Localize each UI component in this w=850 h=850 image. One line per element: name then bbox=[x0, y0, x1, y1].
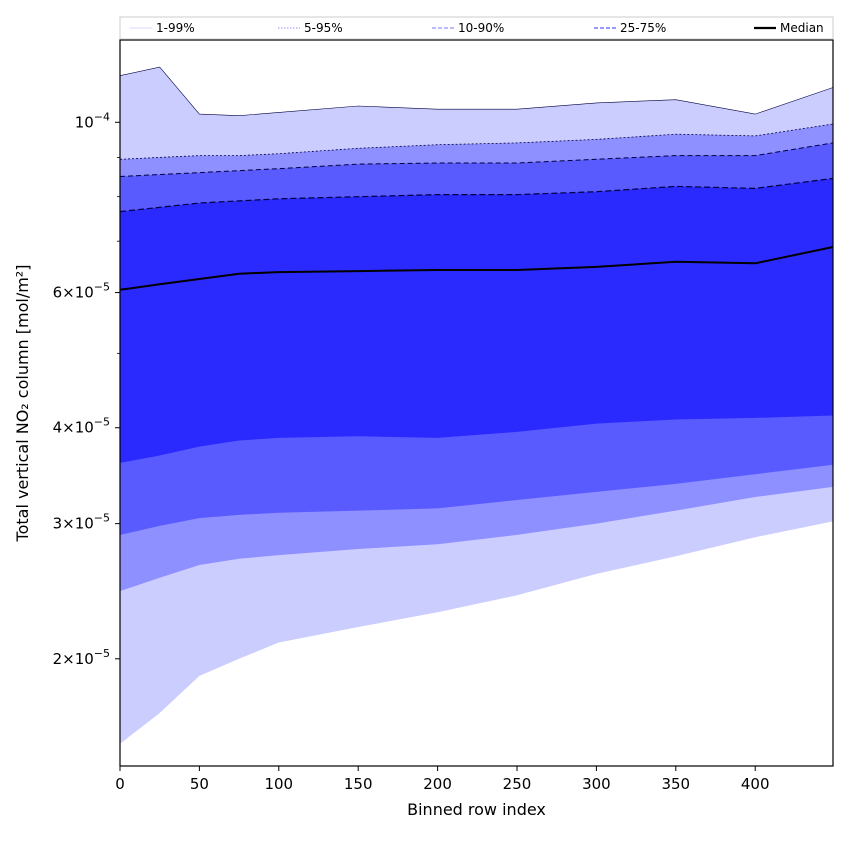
y-axis-label: Total vertical NO₂ column [mol/m²] bbox=[13, 265, 32, 543]
x-tick-label: 350 bbox=[661, 775, 690, 793]
legend-label: Median bbox=[780, 21, 824, 35]
plot-lines bbox=[119, 66, 834, 291]
plot-frame bbox=[119, 39, 834, 767]
band-upper-line-2 bbox=[119, 142, 834, 177]
y-tick-label: 10−4 bbox=[75, 110, 110, 131]
y-tick-label: 4×10−5 bbox=[53, 416, 110, 437]
legend-label: 1-99% bbox=[156, 21, 195, 35]
y-tick-label: 6×10−5 bbox=[53, 281, 110, 302]
y-tick-label: 2×10−5 bbox=[53, 647, 110, 668]
band-upper-line-3 bbox=[119, 177, 834, 213]
x-tick-label: 200 bbox=[423, 775, 452, 793]
x-axis-label: Binned row index bbox=[407, 800, 546, 819]
x-tick-label: 300 bbox=[582, 775, 611, 793]
band-upper-line-1 bbox=[119, 123, 834, 160]
x-tick-label: 150 bbox=[344, 775, 373, 793]
legend-label: 5-95% bbox=[304, 21, 343, 35]
median-line bbox=[119, 246, 834, 291]
y-tick-label: 3×10−5 bbox=[53, 512, 110, 533]
legend-label: 10-90% bbox=[458, 21, 504, 35]
x-axis: 0 50 100 150 200 250 300 350 400 bbox=[115, 766, 770, 793]
x-tick-label: 100 bbox=[264, 775, 293, 793]
y-axis: 2×10−5 3×10−5 4×10−5 6×10−5 10−4 bbox=[53, 110, 120, 668]
plot-bands bbox=[120, 67, 833, 744]
legend-label: 25-75% bbox=[620, 21, 666, 35]
x-tick-label: 250 bbox=[503, 775, 532, 793]
x-tick-label: 400 bbox=[741, 775, 770, 793]
legend: 1-99% 5-95% 10-90% 25-75% Median bbox=[119, 16, 834, 40]
legend-box bbox=[119, 16, 834, 40]
band-3 bbox=[120, 178, 833, 463]
band-upper-line-0 bbox=[119, 66, 834, 117]
x-tick-label: 0 bbox=[115, 775, 125, 793]
x-tick-label: 50 bbox=[190, 775, 209, 793]
